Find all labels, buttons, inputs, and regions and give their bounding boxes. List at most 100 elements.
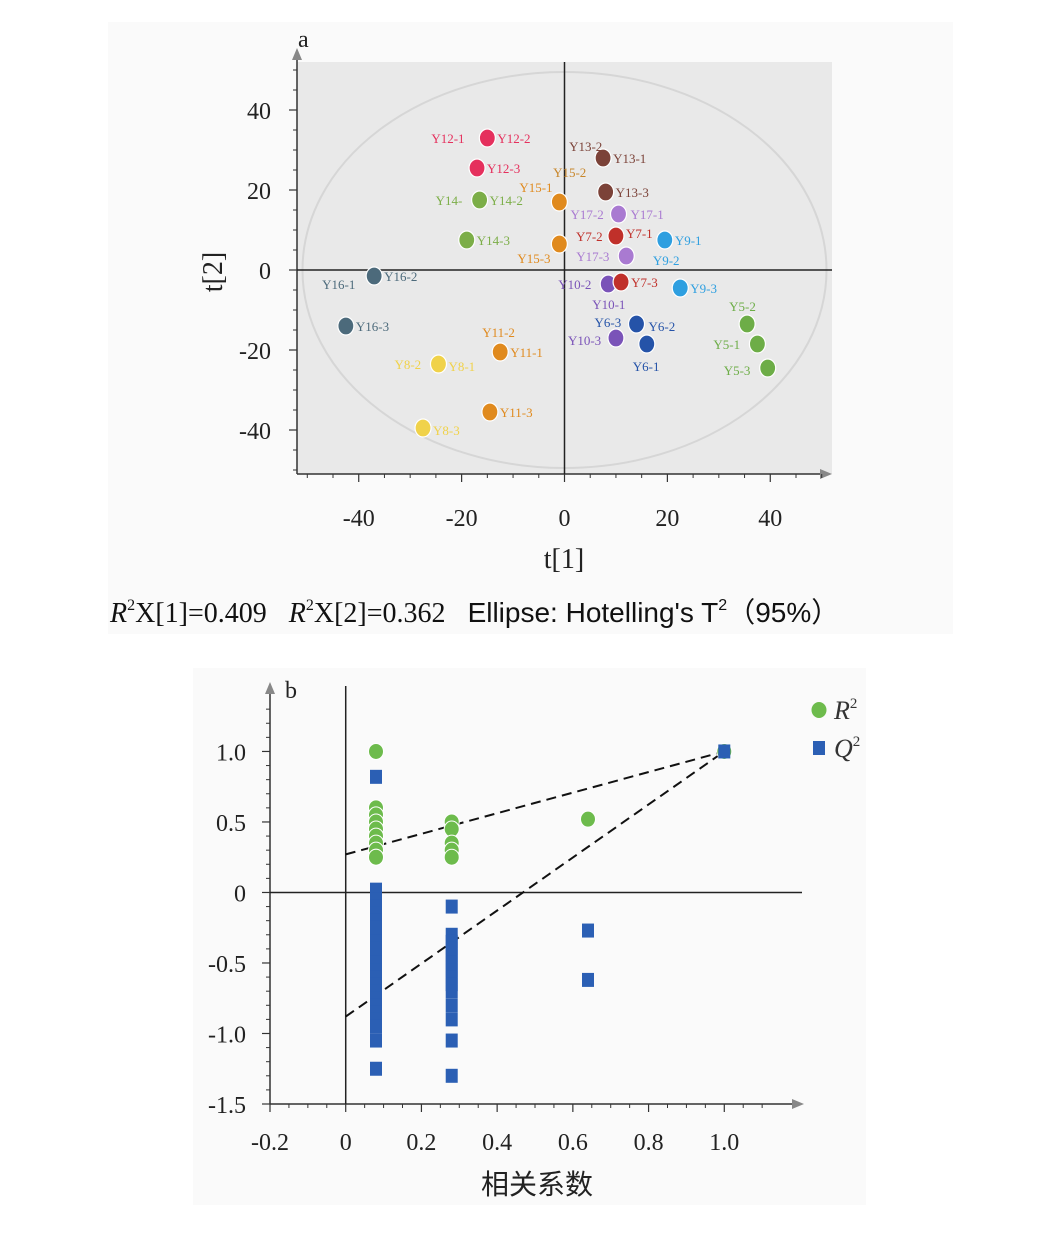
- panel-a-letter: a: [298, 27, 309, 53]
- q2-point: [445, 1068, 458, 1083]
- legend-symbol: Q: [834, 734, 853, 763]
- regression-line: [345, 750, 725, 1018]
- score-point-label: Y17-1: [631, 207, 664, 222]
- panel-a-ticks: -40 -20 0 20 40 40 20 0 -20 -40: [239, 69, 823, 532]
- footnote-r2x2-value: X[2]=0.362: [314, 598, 446, 629]
- q2-point: [445, 984, 458, 999]
- score-point-label: Y10-2: [558, 277, 591, 292]
- panel-b-points: [368, 742, 733, 1083]
- legend-superscript: 2: [850, 696, 858, 712]
- regression-line: [345, 750, 725, 856]
- score-point-label: Y11-3: [500, 405, 533, 420]
- r2-point: [580, 810, 596, 828]
- panel-b-xtick-label: 0.4: [482, 1130, 512, 1156]
- score-point-label: Y12-2: [497, 131, 530, 146]
- q2-point: [582, 972, 594, 987]
- panel-a-ylabel: t[2]: [198, 252, 229, 292]
- q2-point: [445, 899, 458, 914]
- panel-a-xtick-label: 0: [559, 506, 571, 532]
- panel-a-axes: [292, 48, 832, 479]
- panel-b-permutation-plot: -0.2 0 0.2 0.4 0.6 0.8 1.01.00.50-0.5-1.0-1.5 …: [193, 668, 866, 1205]
- score-point: [458, 230, 476, 250]
- panel-a-footnote: R2X[1]=0.409 R2X[2]=0.362 Ellipse: Hotelli…: [109, 597, 839, 629]
- score-point-label: Y14-3: [477, 233, 510, 248]
- score-point: [748, 334, 767, 354]
- score-point-label: Y13-2: [569, 139, 602, 154]
- score-point-label: Y17-3: [576, 249, 609, 264]
- score-point: [759, 358, 777, 378]
- footnote-r2x1-superscript: 2: [127, 597, 135, 614]
- score-point-label: Y15-1: [519, 180, 552, 195]
- score-point-label: Y8-1: [448, 359, 475, 374]
- panel-a-y-arrow: [292, 48, 302, 60]
- score-point: [607, 328, 625, 348]
- legend-symbol: R: [833, 696, 850, 725]
- r2-point: [368, 742, 384, 760]
- score-point-label: Y10-3: [568, 333, 601, 348]
- score-point-label: Y14-: [436, 193, 463, 208]
- r2-point: [443, 820, 460, 838]
- panel-b-ytick-label: 0: [234, 881, 246, 907]
- score-point: [612, 272, 630, 292]
- score-point-label: Y9-1: [675, 233, 702, 248]
- q2-point: [370, 1033, 382, 1048]
- score-point-label: Y11-2: [482, 325, 515, 340]
- panel-b-ytick-label: -1.0: [208, 1022, 246, 1048]
- score-point-label: Y6-3: [595, 315, 622, 330]
- score-point: [597, 182, 615, 202]
- footnote-r2x2-symbol: R: [288, 598, 306, 629]
- panel-a-ytick-label: -20: [239, 339, 271, 365]
- panel-b-xlabel: 相关系数: [481, 1169, 593, 1201]
- score-point: [607, 226, 625, 246]
- panel-a-xtick-label: -20: [446, 506, 478, 532]
- score-point-label: Y7-2: [576, 229, 603, 244]
- r2-point: [368, 848, 384, 866]
- footnote-r2x1-value: X[1]=0.409: [135, 598, 267, 629]
- footnote-ellipse-superscript: 2: [718, 597, 727, 614]
- q2-point: [370, 769, 382, 784]
- score-point: [550, 234, 568, 254]
- q2-point: [370, 1019, 382, 1034]
- panel-b-regression-lines: [345, 750, 725, 1018]
- score-point: [429, 354, 448, 374]
- score-point-label: Y14-2: [490, 193, 523, 208]
- panel-b-xtick-label: 0.6: [558, 1130, 588, 1156]
- score-point: [468, 158, 486, 178]
- score-point-label: Y6-2: [649, 319, 676, 334]
- score-point-label: Y7-3: [631, 275, 658, 290]
- score-point-label: Y13-3: [616, 185, 649, 200]
- panel-b-xtick-label: -0.2: [251, 1130, 289, 1156]
- score-point: [638, 334, 656, 354]
- score-point-label: Y8-2: [394, 357, 421, 372]
- score-point-label: Y6-1: [633, 359, 660, 374]
- score-point-label: Y16-3: [356, 319, 389, 334]
- footnote-ellipse-percent: （95%）: [727, 597, 839, 628]
- score-point-label: Y12-1: [431, 131, 464, 146]
- panel-b-ytick-label: 1.0: [216, 740, 246, 766]
- q2-point: [445, 1033, 458, 1048]
- score-point: [609, 204, 628, 224]
- score-point: [481, 402, 499, 422]
- score-point: [478, 128, 496, 148]
- score-point-label: Y13-1: [613, 151, 646, 166]
- panel-b-ytick-label: -0.5: [208, 952, 246, 978]
- score-point-label: Y7-1: [626, 226, 653, 241]
- footnote-ellipse-text: Ellipse: Hotelling's T: [468, 597, 719, 628]
- panel-b-ticks: -0.2 0 0.2 0.4 0.6 0.8 1.0 1.0 0.5 0 -0.5 -1.0 -1.5: [208, 708, 763, 1156]
- score-point-label: Y8-3: [433, 423, 460, 438]
- q2-point: [718, 744, 731, 759]
- panel-b-xtick-label: 0.2: [406, 1130, 436, 1156]
- legend-r2-marker: [811, 702, 827, 718]
- panel-a-points: Y12-1 Y12-2 Y12-3 Y13-2 Y13-1 Y15-2 Y13-3 Y15-1…: [322, 128, 777, 438]
- panel-b-ytick-label: 0.5: [216, 811, 246, 837]
- score-point: [337, 316, 355, 336]
- panel-a-xlabel: t[1]: [544, 544, 584, 575]
- score-point: [671, 278, 689, 298]
- score-point-label: Y9-2: [653, 253, 680, 268]
- panel-b-xtick-label: 0: [340, 1130, 352, 1156]
- panel-b-ytick-label: -1.5: [208, 1093, 246, 1119]
- score-point-label: Y12-3: [487, 161, 520, 176]
- score-point-label: Y5-2: [729, 299, 756, 314]
